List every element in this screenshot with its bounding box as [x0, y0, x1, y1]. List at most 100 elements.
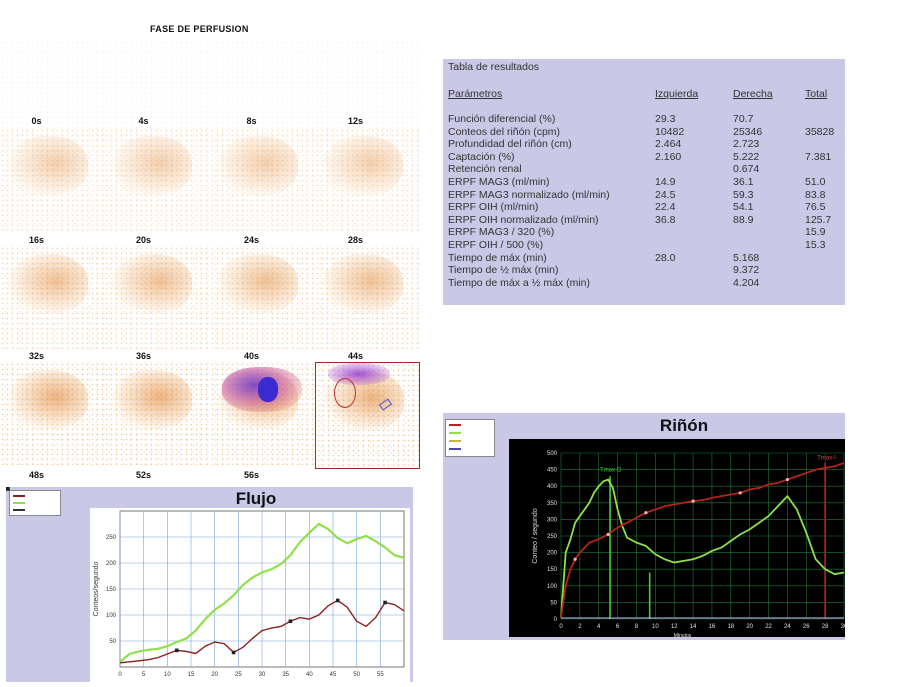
rinon-y-tick-label: 300	[547, 517, 558, 523]
perfusion-frame-label: 0s	[31, 116, 42, 126]
table-row-label: Tiempo de máx a ½ máx (min)	[448, 276, 590, 289]
rinon-data-point	[606, 532, 610, 536]
perfusion-frame	[0, 246, 105, 349]
flujo-data-point	[175, 648, 179, 653]
legend-swatch-right-kidney	[449, 432, 461, 434]
rinon-x-tick-label: 18	[727, 624, 734, 630]
perfusion-noise	[315, 246, 420, 349]
perfusion-noise	[315, 128, 420, 231]
rinon-y-tick-label: 150	[547, 567, 558, 573]
flujo-x-tick-label: 15	[188, 672, 195, 678]
rinon-data-point	[644, 511, 648, 515]
table-row-label: Tiempo de ½ máx (min)	[448, 264, 559, 277]
kidney-uptake-blob	[8, 254, 88, 314]
rinon-x-tick-label: 2	[578, 624, 582, 630]
flujo-x-tick-label: 50	[353, 672, 360, 678]
perfusion-frame	[315, 40, 420, 143]
legend-swatch-right	[13, 502, 25, 504]
flujo-x-tick-label: 0	[118, 672, 122, 678]
perfusion-frame-label: 36s	[135, 351, 152, 361]
perfusion-frame-label: 20s	[135, 235, 152, 245]
rinon-x-tick-label: 22	[765, 624, 772, 630]
legend-swatch-left-kidney	[449, 424, 461, 426]
col-header-derecha: Derecha	[733, 88, 773, 100]
rinon-y-tick-label: 250	[547, 534, 558, 540]
table-row-label: ERPF MAG3 normalizado (ml/min)	[448, 188, 610, 201]
perfusion-noise	[0, 40, 105, 143]
perfusion-frame-label: 28s	[347, 235, 364, 245]
flujo-data-point	[383, 600, 387, 605]
table-cell: 10482	[655, 125, 685, 138]
col-header-total: Total	[805, 88, 828, 100]
flujo-x-tick-label: 5	[142, 672, 146, 678]
perfusion-frame-label: 40s	[243, 351, 260, 361]
perfusion-noise	[210, 40, 315, 143]
flujo-y-tick-label: 200	[106, 561, 117, 567]
perfusion-frame	[104, 128, 209, 231]
rinon-data-point	[573, 557, 577, 561]
rinon-chart-panel: Riñón02468101214161820222426283005010015…	[443, 413, 845, 640]
kidney-uptake-blob	[218, 136, 298, 196]
table-row-label: ERPF OIH normalizado (ml/min)	[448, 213, 599, 226]
rinon-legend	[445, 419, 495, 457]
flujo-chart-panel: Flujo 0 5 10 15 20 25 30 35 40 45 50 55 50 100 150 200 25…	[6, 487, 413, 682]
perfusion-noise	[0, 128, 105, 231]
flujo-x-tick-label: 40	[306, 672, 313, 678]
table-cell: 5.168	[733, 251, 760, 264]
rinon-y-tick-label: 200	[547, 551, 558, 557]
table-cell: 7.381	[805, 150, 832, 163]
perfusion-frame	[210, 40, 315, 143]
table-row-label: ERPF OIH (ml/min)	[448, 201, 539, 214]
perfusion-frame	[315, 128, 420, 231]
table-row-label: Profundidad del riñón (cm)	[448, 138, 572, 151]
table-cell: 36.8	[655, 213, 676, 226]
table-row-label: Conteos del riñón (cpm)	[448, 125, 561, 138]
perfusion-frame	[104, 40, 209, 143]
kidney-uptake-blob	[323, 254, 403, 314]
perfusion-noise	[104, 246, 209, 349]
table-cell: 83.8	[805, 188, 826, 201]
table-row-label: Retención renal	[448, 163, 522, 176]
table-row-label: ERPF MAG3 (ml/min)	[448, 176, 550, 188]
col-header-izquierda: Izquierda	[655, 88, 699, 100]
table-cell: 28.0	[655, 251, 676, 264]
rinon-data-point	[785, 477, 789, 482]
perfusion-frame	[315, 362, 420, 469]
results-table: Tabla de resultados Parámetros Izquierda…	[443, 59, 845, 305]
rinon-x-tick-label: 26	[803, 624, 810, 630]
flujo-x-tick-label: 25	[235, 672, 242, 678]
perfusion-frame	[104, 362, 209, 465]
table-cell: 15.9	[805, 226, 826, 239]
perfusion-frame	[104, 246, 209, 349]
table-cell: 88.9	[733, 213, 754, 226]
flujo-x-tick-label: 35	[282, 672, 289, 678]
table-cell: 51.0	[805, 176, 826, 188]
rinon-x-tick-label: 6	[616, 624, 620, 630]
table-cell: 70.7	[733, 113, 754, 125]
perfusion-noise	[104, 40, 209, 143]
table-cell: 4.204	[733, 276, 760, 289]
flujo-x-tick-label: 20	[211, 672, 218, 678]
perfusion-frame	[210, 246, 315, 349]
rinon-x-tick-label: 16	[709, 624, 716, 630]
rinon-y-tick-label: 0	[554, 617, 558, 623]
flujo-x-tick-label: 55	[377, 672, 384, 678]
flujo-y-tick-label: 250	[106, 535, 117, 541]
table-cell: 9.372	[733, 264, 760, 277]
rinon-chart: Riñón02468101214161820222426283005010015…	[509, 416, 845, 639]
flujo-y-tick-label: 100	[106, 613, 117, 619]
perfusion-noise	[210, 246, 315, 349]
kidney-uptake-blob	[218, 254, 298, 314]
rinon-x-tick-label: 24	[784, 624, 791, 630]
perfusion-frame	[210, 362, 315, 465]
table-cell: 0.674	[733, 163, 760, 176]
rinon-x-tick-label: 0	[559, 624, 563, 630]
kidney-uptake-blob	[112, 370, 192, 430]
table-row-label: Función diferencial (%)	[448, 113, 556, 125]
rinon-x-tick-label: 28	[822, 624, 829, 630]
perfusion-noise	[210, 128, 315, 231]
kidney-uptake-blob	[112, 136, 192, 196]
kidney-uptake-blob	[112, 254, 192, 314]
flujo-y-tick-label: 150	[106, 587, 117, 593]
rinon-y-tick-label: 350	[547, 501, 558, 507]
